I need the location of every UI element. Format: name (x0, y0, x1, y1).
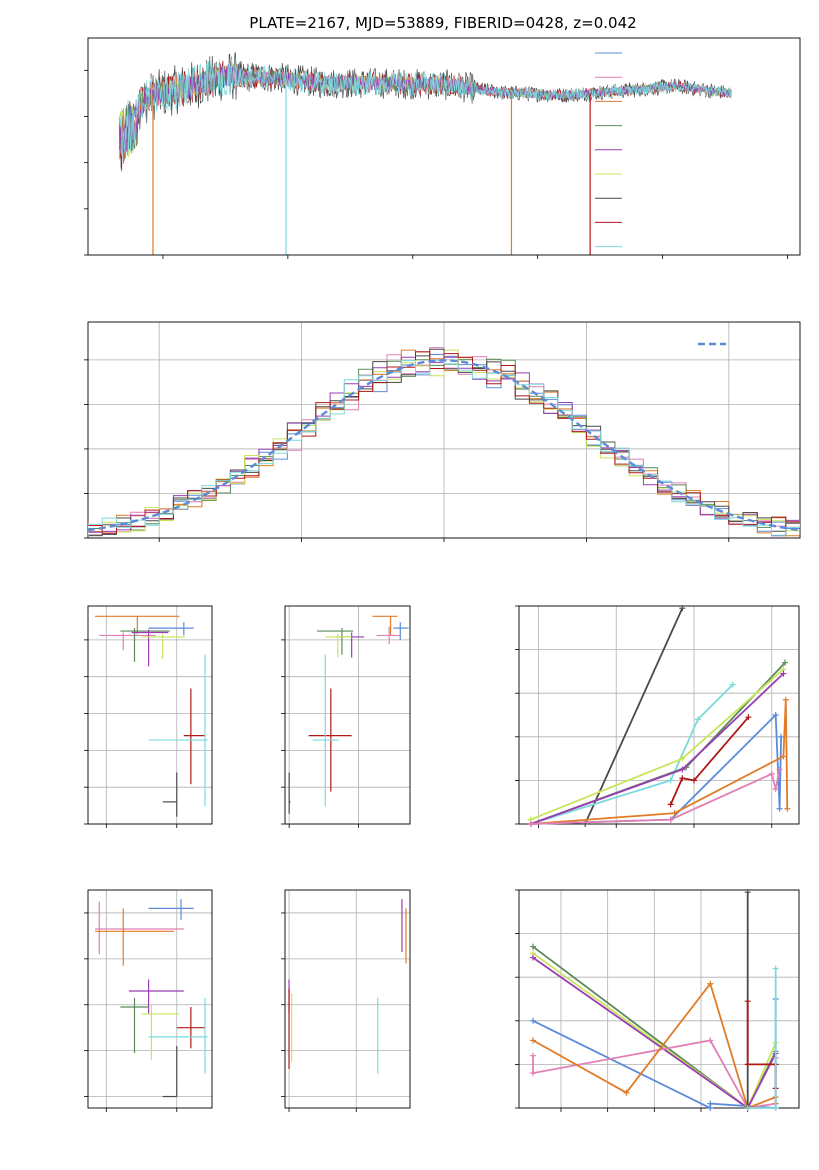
weight-marker (623, 1089, 630, 1096)
weight-marker (667, 801, 674, 808)
weight-marker (530, 954, 536, 961)
weight-marker (707, 980, 714, 987)
spectrum-panel (84, 37, 801, 259)
weight-marker (691, 777, 697, 784)
weight-marker (776, 805, 783, 812)
plot-frame (284, 605, 411, 825)
plot-frame (87, 889, 213, 1109)
weight-marker (768, 770, 775, 777)
weight-marker (679, 605, 686, 612)
weight-marker (744, 889, 751, 896)
normal-curve (88, 359, 800, 532)
weight-marker (667, 816, 674, 823)
weight-marker (744, 1105, 751, 1111)
weight-marker (780, 753, 787, 760)
spectrum-lines (118, 52, 732, 255)
weight-marker (679, 755, 686, 762)
weight-marker (527, 821, 534, 827)
plot-frame (518, 605, 800, 825)
age-vs-metallicity-panel (84, 605, 213, 828)
weight-marker (679, 766, 686, 773)
weight-marker (530, 1017, 536, 1024)
plot-frame (284, 889, 411, 1109)
weight-marker (679, 775, 686, 782)
plot-frame (518, 889, 800, 1109)
weight-marker (530, 1037, 536, 1044)
weight-marker (778, 733, 785, 740)
weight-line-salpeter_elodie (530, 672, 785, 825)
weight-marker (744, 998, 751, 1005)
mass-vs-metallicity-panel (84, 889, 213, 1112)
plot-frame (87, 37, 801, 256)
weight-marker (694, 716, 701, 723)
weight-marker (782, 696, 789, 703)
plot-frame (87, 321, 801, 539)
weight-marker (776, 766, 783, 773)
weight-marker (707, 1100, 714, 1107)
weight-marker (782, 659, 788, 666)
weight-line-kroupa_stelib (747, 968, 777, 1109)
weight-marker (530, 943, 536, 950)
weight-marker (671, 810, 678, 817)
residuals-panel (84, 321, 801, 542)
histogram-group (88, 347, 800, 537)
spectrum-line (118, 57, 732, 158)
weight-marker (729, 681, 736, 688)
weight-line-kroupa_stelib (530, 683, 734, 825)
age-vs-mass-panel (281, 605, 411, 828)
weight-marker (707, 1037, 714, 1044)
weight-marker (530, 1052, 536, 1059)
weight-vs-metallicity-panel (515, 889, 800, 1112)
weight-vs-age-panel (515, 605, 800, 828)
weight-marker (772, 965, 779, 972)
figure-title: PLATE=2167, MJD=53889, FIBERID=0428, z=0… (249, 14, 636, 32)
mass-vs-extinction-panel (281, 889, 411, 1112)
weight-marker (530, 1070, 536, 1077)
weight-marker (772, 1105, 779, 1111)
histogram-kroupa_stelib (88, 359, 800, 537)
weight-line-salpeter_stelib (669, 716, 750, 805)
weight-line-chabrier_stelib (584, 607, 684, 825)
weight-marker (772, 712, 779, 718)
plot-frame (87, 605, 213, 825)
weight-marker (745, 714, 752, 721)
weight-marker (772, 786, 779, 793)
weight-marker (744, 1061, 751, 1068)
weight-marker (667, 777, 674, 784)
weight-marker (780, 670, 787, 677)
weight-marker (784, 805, 791, 812)
